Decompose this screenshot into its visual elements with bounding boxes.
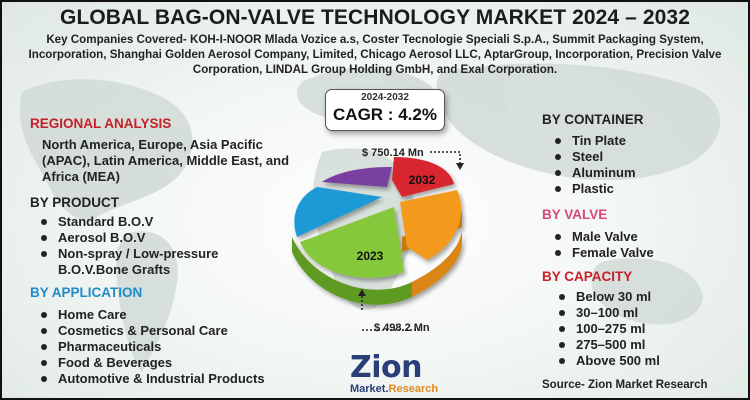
cagr-value: CAGR : 4.2% [333,105,437,124]
cagr-box: 2024-2032 CAGR : 4.2% [325,89,445,131]
zion-logo-subtitle: Market.Research [350,383,438,395]
list-item: 100–275 ml [556,321,736,337]
logo-sub-right: Research [388,383,439,395]
list-item: Home Care [38,307,298,323]
list-item: Food & Beverages [38,355,298,371]
annotation-2023-value: $ 498.2 Mn [374,322,430,334]
list-item: Steel [552,149,732,165]
valve-heading: BY VALVE [542,207,608,222]
annotation-leader-top [430,151,461,165]
key-companies-text: Key Companies Covered- KOH-I-NOOR Mlada … [28,33,722,76]
regional-heading: REGIONAL ANALYSIS [30,116,172,131]
source-text: Source- Zion Market Research [542,379,708,391]
product-heading: BY PRODUCT [30,195,120,210]
list-item: Tin Plate [552,133,732,149]
container-heading: BY CONTAINER [542,112,644,127]
list-item: Non-spray / Low-pressure B.O.V.Bone Graf… [38,246,258,278]
list-item: 30–100 ml [556,305,736,321]
list-item: 275–500 ml [556,337,736,353]
list-item: Male Valve [552,229,732,245]
zion-logo: Zion [350,350,423,385]
application-heading: BY APPLICATION [30,285,143,300]
valve-list: Male Valve Female Valve [552,229,732,261]
list-item: Aluminum [552,165,732,181]
list-item: Female Valve [552,245,732,261]
pie-slice-green [300,207,404,278]
cagr-period: 2024-2032 [361,92,409,103]
pie-slice-red [392,157,454,197]
pie-slice-orange-front [412,227,462,297]
pie-chart: 2032 2023 [292,151,464,310]
list-item: Plastic [552,181,732,197]
list-item: Cosmetics & Personal Care [38,323,298,339]
pie-label-2032: 2032 [409,173,436,187]
logo-sub-left: Market. [350,383,389,395]
capacity-heading: BY CAPACITY [542,269,633,284]
pie-label-2023: 2023 [357,249,384,263]
container-list: Tin Plate Steel Aluminum Plastic [552,133,732,197]
pie-slice-purple [322,167,392,187]
application-list: Home Care Cosmetics & Personal Care Phar… [38,307,298,387]
list-item: Automotive & Industrial Products [38,371,298,387]
annotation-2032-value: $ 750.14 Mn [362,147,424,159]
annotation-arrow-top [456,163,464,170]
regional-text: North America, Europe, Asia Pacific (APA… [42,137,290,184]
pie-slice-green-side [292,237,412,305]
pie-slice-blue [294,187,382,237]
list-item: Pharmaceuticals [38,339,298,355]
list-item: Aerosol B.O.V [38,230,278,246]
page-title: GLOBAL BAG-ON-VALVE TECHNOLOGY MARKET 20… [60,6,690,29]
list-item: Above 500 ml [556,353,736,369]
list-item: Standard B.O.V [38,214,278,230]
annotation-leader-bottom-horizontal [362,329,420,331]
product-list: Standard B.O.V Aerosol B.O.V Non-spray /… [38,214,278,278]
annotation-arrow-bottom [358,289,366,296]
list-item: Below 30 ml [556,289,736,305]
pie-slice-orange [400,190,462,260]
capacity-list: Below 30 ml 30–100 ml 100–275 ml 275–500… [556,289,736,369]
